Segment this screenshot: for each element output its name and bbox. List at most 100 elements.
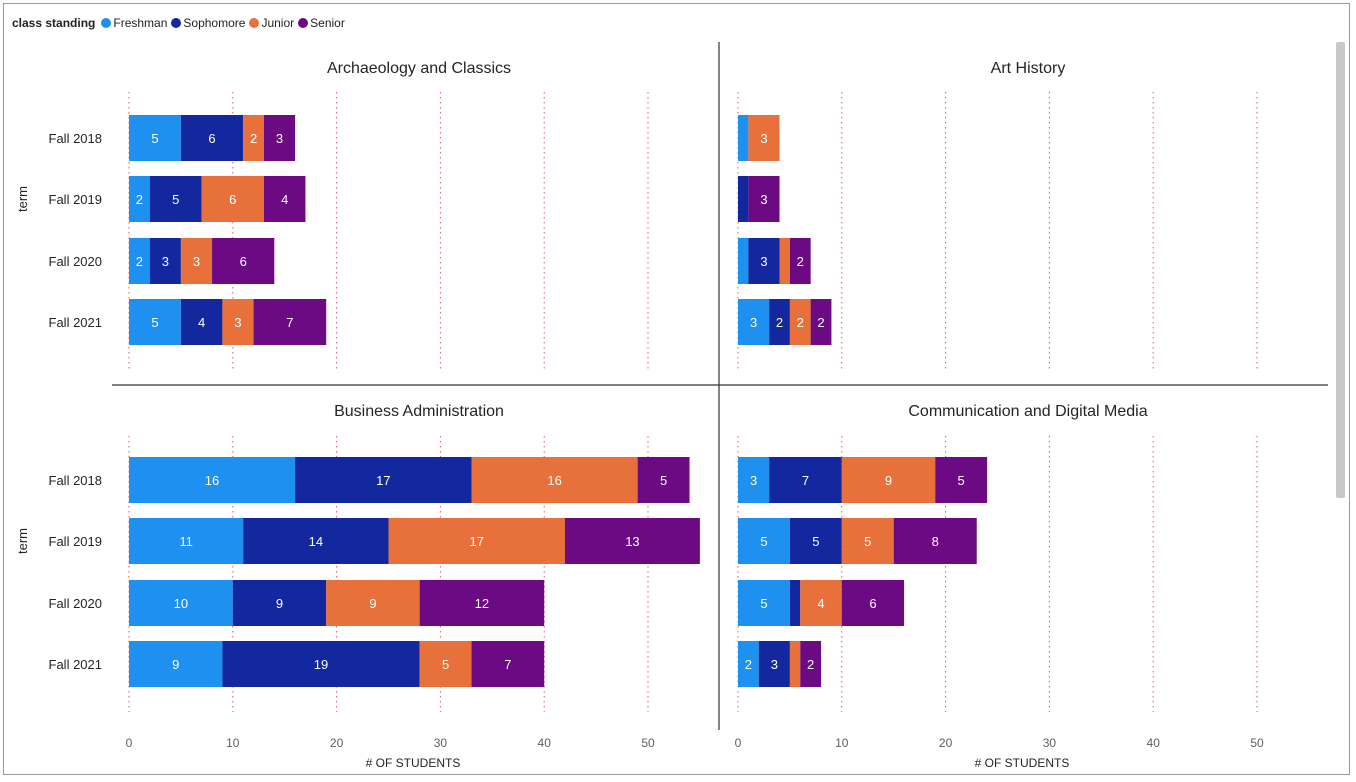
- bar-sophomore-fall-2019: [149, 176, 202, 222]
- data-label-senior-fall-2018: 5: [958, 473, 965, 488]
- bar-senior-fall-2018: [637, 457, 690, 503]
- bar-junior-fall-2020: [800, 580, 842, 626]
- x-tick-label-30: 30: [434, 736, 448, 750]
- panel-title: Archaeology and Classics: [327, 60, 511, 77]
- bar-junior-fall-2018: [243, 115, 264, 161]
- bar-sophomore-fall-2019: [789, 518, 842, 564]
- bar-senior-fall-2020: [789, 238, 811, 284]
- bar-senior-fall-2021: [471, 641, 545, 687]
- bar-sophomore-fall-2018: [295, 457, 472, 503]
- data-label-freshman-fall-2020: 10: [174, 596, 188, 611]
- x-tick-label-10: 10: [226, 736, 240, 750]
- visual-frame: [3, 3, 1350, 775]
- data-label-senior-fall-2020: 12: [475, 596, 489, 611]
- data-label-senior-fall-2019: 13: [625, 534, 639, 549]
- legend-item-junior[interactable]: Junior: [249, 16, 294, 30]
- x-tick-label-50: 50: [1250, 736, 1264, 750]
- bar-senior-fall-2021: [253, 299, 327, 345]
- bar-freshman-fall-2018: [738, 457, 770, 503]
- data-label-sophomore-fall-2018: 6: [208, 131, 215, 146]
- data-label-senior-fall-2021: 7: [504, 657, 511, 672]
- legend: class standing Freshman Sophomore Junior…: [12, 16, 349, 30]
- data-label-sophomore-fall-2020: 3: [162, 254, 169, 269]
- legend-item-senior[interactable]: Senior: [298, 16, 345, 30]
- data-label-senior-fall-2021: 2: [807, 657, 814, 672]
- data-label-junior-fall-2021: 5: [442, 657, 449, 672]
- y-axis-title: term: [15, 186, 30, 212]
- panel-title: Communication and Digital Media: [908, 403, 1147, 420]
- data-label-junior-fall-2019: 6: [229, 192, 236, 207]
- legend-item-sophomore[interactable]: Sophomore: [171, 16, 245, 30]
- data-label-sophomore-fall-2020: 9: [276, 596, 283, 611]
- data-label-sophomore-fall-2019: 5: [812, 534, 819, 549]
- data-label-freshman-fall-2021: 9: [172, 657, 179, 672]
- x-axis-title: # OF STUDENTS: [366, 756, 461, 770]
- data-label-freshman-fall-2019: 11: [179, 534, 193, 549]
- panel-title: Art History: [991, 60, 1066, 77]
- bar-sophomore-fall-2020: [232, 580, 327, 626]
- bar-sophomore-fall-2020: [748, 238, 780, 284]
- data-label-senior-fall-2018: 3: [276, 131, 283, 146]
- data-label-junior-fall-2020: 4: [817, 596, 824, 611]
- scrollbar-thumb[interactable]: [1336, 42, 1345, 498]
- data-label-junior-fall-2019: 17: [469, 534, 483, 549]
- bar-freshman-fall-2018: [129, 457, 296, 503]
- data-label-junior-fall-2018: 2: [250, 131, 257, 146]
- x-tick-label-20: 20: [939, 736, 953, 750]
- x-tick-label-40: 40: [1147, 736, 1161, 750]
- category-label-fall-2019: Fall 2019: [49, 534, 102, 549]
- legend-swatch-senior: [298, 18, 309, 28]
- panel-title: Business Administration: [334, 403, 504, 420]
- data-label-junior-fall-2020: 9: [369, 596, 376, 611]
- panel-business-administration: Business Administration Fall 2018 Fall 201…: [15, 403, 700, 770]
- x-tick-label-10: 10: [835, 736, 849, 750]
- bar-sophomore-fall-2021: [758, 641, 790, 687]
- bar-freshman-fall-2021: [129, 299, 181, 345]
- bar-senior-fall-2020: [419, 580, 545, 626]
- bar-senior-fall-2019: [748, 176, 780, 222]
- data-label-freshman-fall-2018: 16: [205, 473, 219, 488]
- bar-junior-fall-2018: [471, 457, 638, 503]
- bar-sophomore-fall-2021: [180, 299, 223, 345]
- bar-junior-fall-2021: [789, 299, 811, 345]
- bar-senior-fall-2018: [263, 115, 296, 161]
- data-label-senior-fall-2021: 7: [286, 315, 293, 330]
- data-label-senior-fall-2018: 5: [660, 473, 667, 488]
- bar-freshman-fall-2018: [129, 115, 181, 161]
- bar-sophomore-fall-2018: [180, 115, 244, 161]
- data-label-junior-fall-2021: 3: [234, 315, 241, 330]
- category-label-fall-2018: Fall 2018: [49, 473, 102, 488]
- data-label-senior-fall-2019: 8: [932, 534, 939, 549]
- data-label-senior-fall-2021: 2: [817, 315, 824, 330]
- bar-junior-fall-2020: [779, 238, 790, 284]
- data-label-freshman-fall-2018: 5: [151, 131, 158, 146]
- data-label-senior-fall-2019: 3: [760, 192, 767, 207]
- legend-swatch-junior: [249, 18, 260, 28]
- x-tick-label-0: 0: [735, 736, 742, 750]
- data-label-junior-fall-2018: 9: [885, 473, 892, 488]
- legend-label-sophomore: Sophomore: [183, 16, 246, 30]
- bar-junior-fall-2018: [748, 115, 780, 161]
- bar-senior-fall-2020: [212, 238, 275, 284]
- legend-swatch-freshman: [101, 18, 112, 28]
- bar-sophomore-fall-2020: [789, 580, 801, 626]
- data-label-sophomore-fall-2019: 5: [172, 192, 179, 207]
- bar-freshman-fall-2020: [129, 238, 150, 284]
- x-axis-title: # OF STUDENTS: [975, 756, 1070, 770]
- legend-item-freshman[interactable]: Freshman: [101, 16, 167, 30]
- bar-freshman-fall-2021: [738, 641, 759, 687]
- x-tick-label-50: 50: [641, 736, 655, 750]
- bar-junior-fall-2019: [388, 518, 565, 564]
- x-tick-label-40: 40: [538, 736, 552, 750]
- bar-senior-fall-2018: [935, 457, 988, 503]
- bar-freshman-fall-2019: [129, 176, 150, 222]
- legend-swatch-sophomore: [171, 18, 182, 28]
- data-label-senior-fall-2020: 6: [240, 254, 247, 269]
- data-label-freshman-fall-2020: 5: [760, 596, 767, 611]
- legend-label-senior: Senior: [310, 16, 345, 30]
- bar-freshman-fall-2021: [129, 641, 223, 687]
- data-label-sophomore-fall-2020: 3: [760, 254, 767, 269]
- bar-junior-fall-2021: [419, 641, 472, 687]
